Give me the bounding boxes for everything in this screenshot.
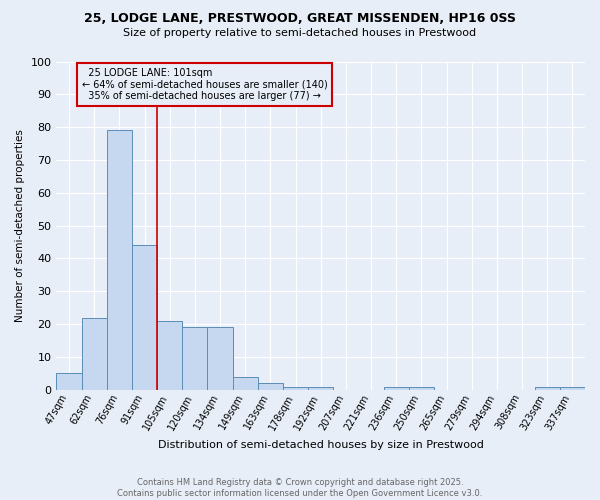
Bar	[535, 386, 560, 390]
Bar	[208, 328, 233, 390]
Text: Contains HM Land Registry data © Crown copyright and database right 2025.
Contai: Contains HM Land Registry data © Crown c…	[118, 478, 482, 498]
Bar	[132, 246, 157, 390]
X-axis label: Distribution of semi-detached houses by size in Prestwood: Distribution of semi-detached houses by …	[158, 440, 484, 450]
Bar	[308, 386, 333, 390]
Bar	[283, 386, 308, 390]
Y-axis label: Number of semi-detached properties: Number of semi-detached properties	[15, 129, 25, 322]
Bar	[56, 374, 82, 390]
Bar	[182, 328, 208, 390]
Bar	[82, 318, 107, 390]
Bar	[409, 386, 434, 390]
Bar	[157, 321, 182, 390]
Bar	[258, 383, 283, 390]
Text: Size of property relative to semi-detached houses in Prestwood: Size of property relative to semi-detach…	[124, 28, 476, 38]
Bar	[560, 386, 585, 390]
Bar	[383, 386, 409, 390]
Text: 25 LODGE LANE: 101sqm
← 64% of semi-detached houses are smaller (140)
  35% of s: 25 LODGE LANE: 101sqm ← 64% of semi-deta…	[82, 68, 328, 102]
Text: 25, LODGE LANE, PRESTWOOD, GREAT MISSENDEN, HP16 0SS: 25, LODGE LANE, PRESTWOOD, GREAT MISSEND…	[84, 12, 516, 26]
Bar	[107, 130, 132, 390]
Bar	[233, 376, 258, 390]
